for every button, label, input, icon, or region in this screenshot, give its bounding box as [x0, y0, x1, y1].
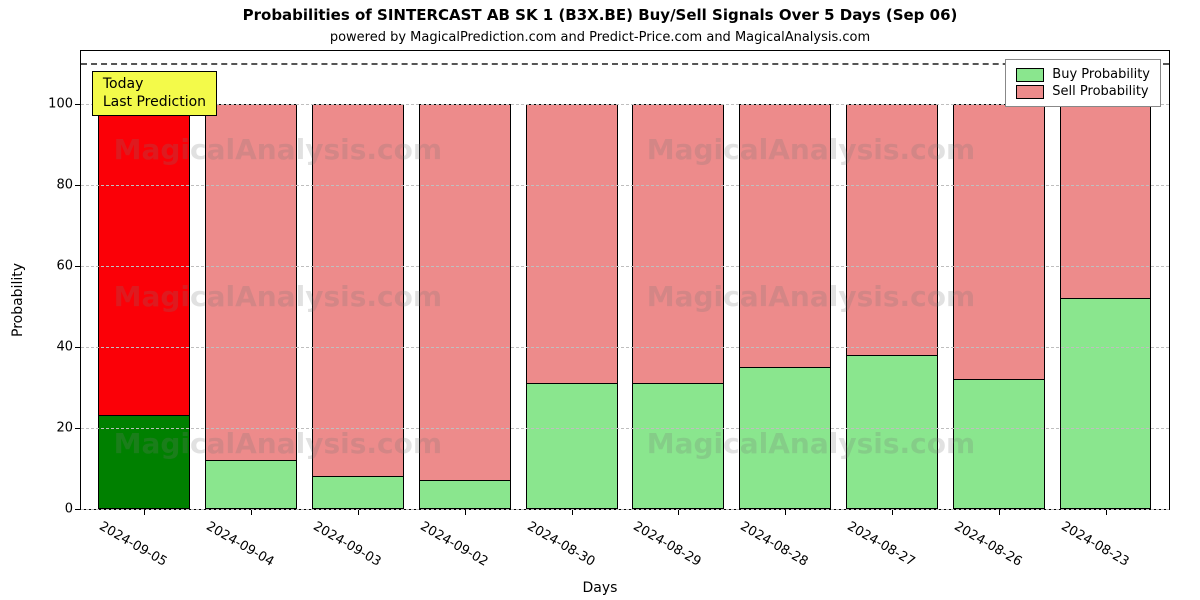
legend-label: Buy Probability [1052, 67, 1150, 82]
xtick-label: 2024-08-27 [844, 519, 917, 570]
sell-segment [1061, 105, 1151, 299]
buy-segment [954, 379, 1044, 508]
xtick-label: 2024-08-28 [738, 519, 811, 570]
buy-segment [1061, 298, 1151, 508]
stacked-bar [419, 104, 511, 509]
bar-slot: 2024-09-02 [411, 51, 518, 509]
bar-slot: 2024-09-03 [305, 51, 412, 509]
bar-slot: 2024-09-04 [198, 51, 305, 509]
xtick-label: 2024-08-23 [1058, 519, 1131, 570]
xtick-label: 2024-08-30 [524, 519, 597, 570]
gridline [81, 347, 1169, 348]
stacked-bar [312, 104, 404, 509]
callout-line: Last Prediction [103, 94, 206, 112]
stacked-bar [98, 104, 190, 509]
bar-slot: 2024-08-28 [732, 51, 839, 509]
sell-segment [527, 105, 617, 383]
x-axis-label: Days [0, 580, 1200, 596]
bar-slot: 2024-08-27 [839, 51, 946, 509]
sell-segment [847, 105, 937, 355]
y-axis-label: Probability [10, 263, 26, 337]
chart-subtitle: powered by MagicalPrediction.com and Pre… [0, 30, 1200, 45]
legend-swatch [1016, 68, 1044, 82]
bar-slot: 2024-09-05 [91, 51, 198, 509]
xtick-label: 2024-09-02 [417, 519, 490, 570]
bar-slot: 2024-08-30 [518, 51, 625, 509]
ytick-mark [75, 104, 81, 105]
stacked-bar [632, 104, 724, 509]
xtick-label: 2024-08-29 [631, 519, 704, 570]
buy-segment [527, 383, 617, 508]
ytick-mark [75, 185, 81, 186]
xtick-label: 2024-09-03 [310, 519, 383, 570]
legend-label: Sell Probability [1052, 84, 1148, 99]
sell-segment [420, 105, 510, 480]
legend-swatch [1016, 85, 1044, 99]
gridline [81, 509, 1169, 510]
sell-segment [99, 105, 189, 416]
gridline [81, 185, 1169, 186]
stacked-bar [205, 104, 297, 509]
sell-segment [633, 105, 723, 383]
buy-segment [313, 476, 403, 508]
buy-segment [847, 355, 937, 508]
ytick-mark [75, 509, 81, 510]
stacked-bar [1060, 104, 1152, 509]
buy-segment [740, 367, 830, 508]
buy-segment [633, 383, 723, 508]
chart-container: Probabilities of SINTERCAST AB SK 1 (B3X… [0, 0, 1200, 600]
sell-segment [313, 105, 403, 476]
bars-row: 2024-09-052024-09-042024-09-032024-09-02… [81, 51, 1169, 509]
callout-line: Today [103, 76, 206, 94]
sell-segment [954, 105, 1044, 379]
ytick-mark [75, 347, 81, 348]
ytick-mark [75, 266, 81, 267]
legend-item: Buy Probability [1016, 66, 1150, 83]
buy-segment [420, 480, 510, 508]
bar-slot: 2024-08-23 [1052, 51, 1159, 509]
stacked-bar [846, 104, 938, 509]
xtick-label: 2024-09-04 [204, 519, 277, 570]
today-callout: TodayLast Prediction [92, 71, 217, 116]
chart-title: Probabilities of SINTERCAST AB SK 1 (B3X… [0, 6, 1200, 24]
stacked-bar [526, 104, 618, 509]
legend-item: Sell Probability [1016, 83, 1150, 100]
buy-segment [99, 415, 189, 508]
plot-area: Buy Probability Sell Probability TodayLas… [80, 50, 1170, 510]
xtick-label: 2024-08-26 [951, 519, 1024, 570]
legend: Buy Probability Sell Probability [1005, 59, 1161, 107]
ytick-mark [75, 428, 81, 429]
sell-segment [206, 105, 296, 460]
gridline [81, 266, 1169, 267]
stacked-bar [739, 104, 831, 509]
bar-slot: 2024-08-26 [945, 51, 1052, 509]
bar-slot: 2024-08-29 [625, 51, 732, 509]
buy-segment [206, 460, 296, 508]
gridline [81, 428, 1169, 429]
stacked-bar [953, 104, 1045, 509]
sell-segment [740, 105, 830, 367]
xtick-label: 2024-09-05 [97, 519, 170, 570]
